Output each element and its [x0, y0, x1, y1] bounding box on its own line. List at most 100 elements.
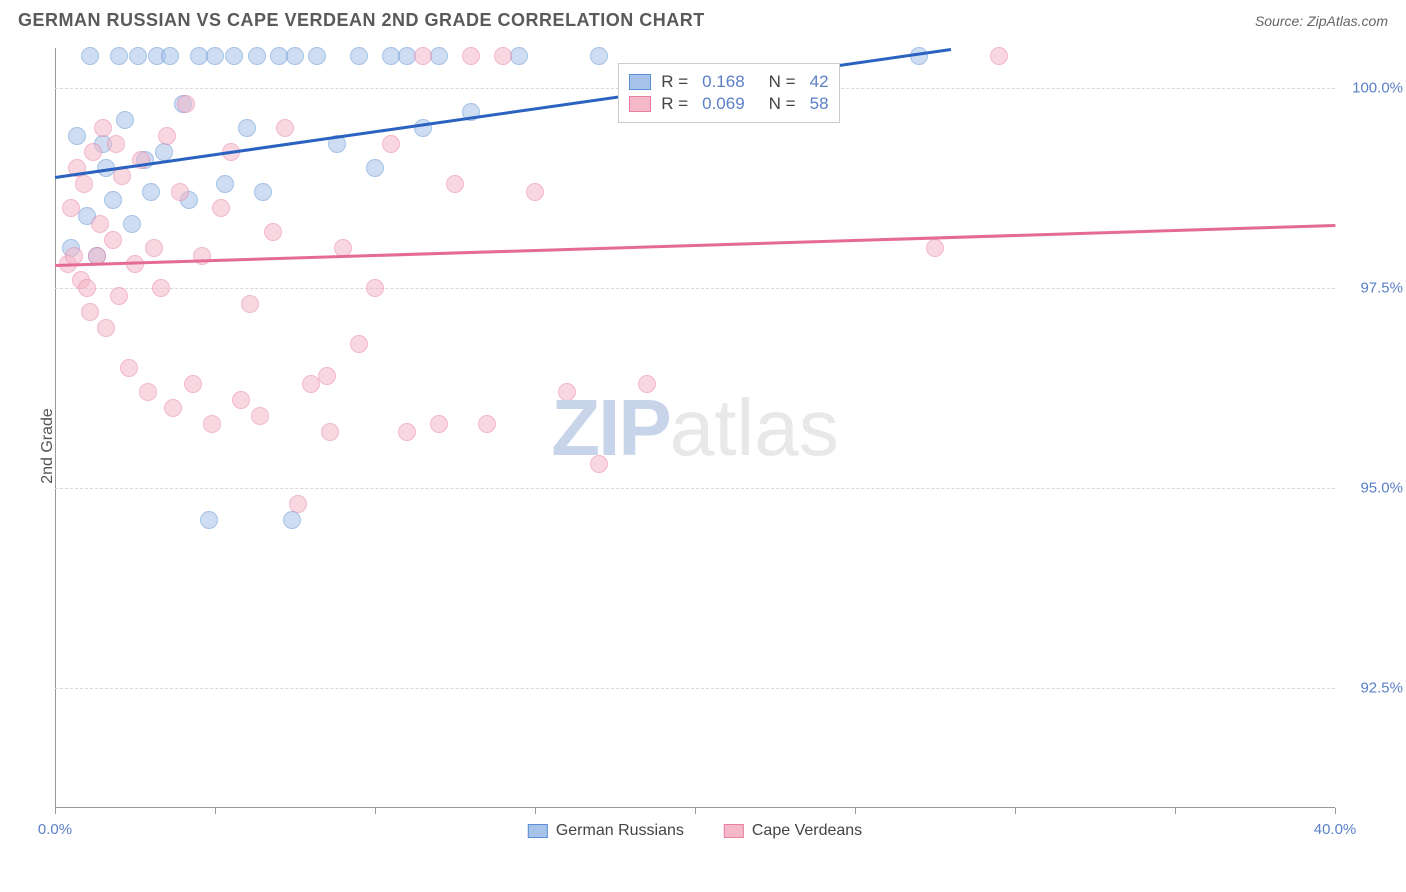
data-point-cape-verdeans[interactable]	[558, 383, 576, 401]
data-point-german-russians[interactable]	[590, 47, 608, 65]
data-point-cape-verdeans[interactable]	[590, 455, 608, 473]
data-point-cape-verdeans[interactable]	[84, 143, 102, 161]
data-point-german-russians[interactable]	[123, 215, 141, 233]
data-point-german-russians[interactable]	[81, 47, 99, 65]
data-point-german-russians[interactable]	[161, 47, 179, 65]
data-point-cape-verdeans[interactable]	[81, 303, 99, 321]
data-point-cape-verdeans[interactable]	[139, 383, 157, 401]
data-point-cape-verdeans[interactable]	[990, 47, 1008, 65]
data-point-cape-verdeans[interactable]	[75, 175, 93, 193]
legend-label: Cape Verdeans	[752, 822, 862, 840]
chart-source: Source: ZipAtlas.com	[1255, 13, 1388, 29]
chart-header: GERMAN RUSSIAN VS CAPE VERDEAN 2ND GRADE…	[0, 0, 1406, 37]
data-point-cape-verdeans[interactable]	[232, 391, 250, 409]
data-point-german-russians[interactable]	[430, 47, 448, 65]
data-point-cape-verdeans[interactable]	[62, 199, 80, 217]
n-label: N =	[769, 72, 796, 92]
data-point-cape-verdeans[interactable]	[462, 47, 480, 65]
data-point-german-russians[interactable]	[155, 143, 173, 161]
data-point-cape-verdeans[interactable]	[264, 223, 282, 241]
r-label: R =	[661, 94, 688, 114]
n-value: 58	[810, 94, 829, 114]
data-point-cape-verdeans[interactable]	[318, 367, 336, 385]
data-point-cape-verdeans[interactable]	[152, 279, 170, 297]
data-point-cape-verdeans[interactable]	[78, 279, 96, 297]
y-tick-label: 95.0%	[1360, 480, 1403, 497]
data-point-cape-verdeans[interactable]	[158, 127, 176, 145]
data-point-cape-verdeans[interactable]	[97, 319, 115, 337]
data-point-cape-verdeans[interactable]	[430, 415, 448, 433]
x-tick-mark	[215, 808, 216, 814]
data-point-cape-verdeans[interactable]	[478, 415, 496, 433]
chart-area: 92.5%95.0%97.5%100.0%0.0%40.0% ZIPatlas …	[55, 48, 1335, 808]
x-tick-label: 40.0%	[1314, 821, 1357, 838]
data-point-german-russians[interactable]	[308, 47, 326, 65]
data-point-cape-verdeans[interactable]	[289, 495, 307, 513]
data-point-cape-verdeans[interactable]	[145, 239, 163, 257]
data-point-german-russians[interactable]	[225, 47, 243, 65]
data-point-cape-verdeans[interactable]	[926, 239, 944, 257]
data-point-german-russians[interactable]	[286, 47, 304, 65]
data-point-cape-verdeans[interactable]	[212, 199, 230, 217]
data-point-cape-verdeans[interactable]	[104, 231, 122, 249]
data-point-cape-verdeans[interactable]	[184, 375, 202, 393]
data-point-cape-verdeans[interactable]	[366, 279, 384, 297]
data-point-german-russians[interactable]	[129, 47, 147, 65]
data-point-cape-verdeans[interactable]	[350, 335, 368, 353]
data-point-german-russians[interactable]	[116, 111, 134, 129]
legend-swatch-icon	[629, 74, 651, 90]
data-point-cape-verdeans[interactable]	[164, 399, 182, 417]
series-legend: German Russians Cape Verdeans	[528, 822, 862, 840]
data-point-cape-verdeans[interactable]	[276, 119, 294, 137]
data-point-cape-verdeans[interactable]	[110, 287, 128, 305]
data-point-cape-verdeans[interactable]	[177, 95, 195, 113]
data-point-cape-verdeans[interactable]	[241, 295, 259, 313]
data-point-german-russians[interactable]	[510, 47, 528, 65]
x-tick-mark	[855, 808, 856, 814]
data-point-cape-verdeans[interactable]	[120, 359, 138, 377]
data-point-german-russians[interactable]	[110, 47, 128, 65]
data-point-cape-verdeans[interactable]	[91, 215, 109, 233]
legend-item-german-russians[interactable]: German Russians	[528, 822, 684, 840]
x-tick-label: 0.0%	[38, 821, 72, 838]
data-point-cape-verdeans[interactable]	[107, 135, 125, 153]
correlation-row-cape-verdeans: R = 0.069N =58	[629, 94, 828, 114]
data-point-cape-verdeans[interactable]	[638, 375, 656, 393]
r-label: R =	[661, 72, 688, 92]
data-point-german-russians[interactable]	[283, 511, 301, 529]
data-point-cape-verdeans[interactable]	[251, 407, 269, 425]
data-point-german-russians[interactable]	[350, 47, 368, 65]
data-point-german-russians[interactable]	[248, 47, 266, 65]
data-point-german-russians[interactable]	[142, 183, 160, 201]
n-value: 42	[810, 72, 829, 92]
data-point-german-russians[interactable]	[238, 119, 256, 137]
data-point-cape-verdeans[interactable]	[321, 423, 339, 441]
data-point-cape-verdeans[interactable]	[494, 47, 512, 65]
data-point-cape-verdeans[interactable]	[94, 119, 112, 137]
x-tick-mark	[535, 808, 536, 814]
data-point-german-russians[interactable]	[68, 127, 86, 145]
x-tick-mark	[375, 808, 376, 814]
chart-title: GERMAN RUSSIAN VS CAPE VERDEAN 2ND GRADE…	[18, 10, 705, 31]
legend-swatch-icon	[528, 824, 548, 838]
n-label: N =	[769, 94, 796, 114]
data-point-cape-verdeans[interactable]	[382, 135, 400, 153]
data-point-cape-verdeans[interactable]	[446, 175, 464, 193]
data-point-german-russians[interactable]	[910, 47, 928, 65]
x-tick-mark	[1335, 808, 1336, 814]
data-point-cape-verdeans[interactable]	[193, 247, 211, 265]
y-tick-label: 92.5%	[1360, 680, 1403, 697]
data-point-cape-verdeans[interactable]	[203, 415, 221, 433]
data-point-german-russians[interactable]	[366, 159, 384, 177]
data-point-german-russians[interactable]	[254, 183, 272, 201]
data-point-german-russians[interactable]	[200, 511, 218, 529]
data-point-german-russians[interactable]	[104, 191, 122, 209]
data-point-cape-verdeans[interactable]	[414, 47, 432, 65]
x-tick-mark	[1175, 808, 1176, 814]
data-point-cape-verdeans[interactable]	[398, 423, 416, 441]
legend-item-cape-verdeans[interactable]: Cape Verdeans	[724, 822, 862, 840]
data-point-cape-verdeans[interactable]	[171, 183, 189, 201]
data-point-german-russians[interactable]	[206, 47, 224, 65]
data-point-cape-verdeans[interactable]	[526, 183, 544, 201]
data-point-german-russians[interactable]	[216, 175, 234, 193]
